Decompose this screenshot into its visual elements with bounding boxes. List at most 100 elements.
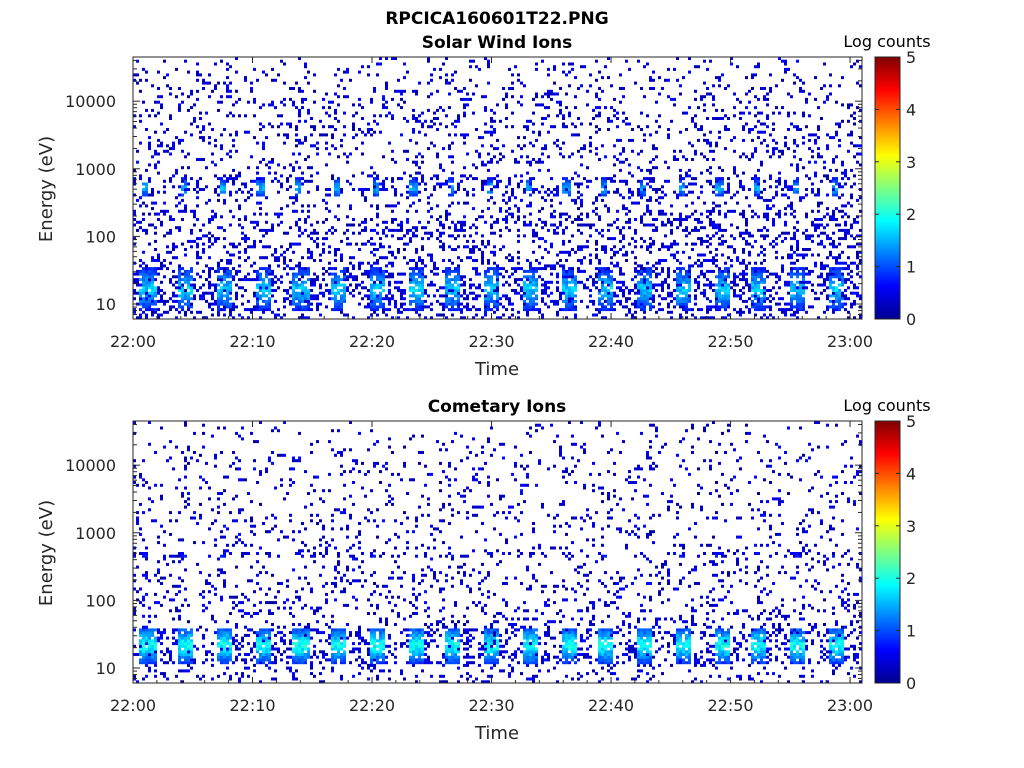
spectrogram-cell (397, 78, 400, 82)
spectrogram-cell (445, 179, 448, 183)
spectrogram-cell (586, 245, 589, 249)
spectrogram-cell (178, 193, 181, 197)
spectrogram-cell (742, 310, 745, 314)
spectrogram-cell (811, 283, 814, 287)
spectrogram-cell (694, 114, 697, 118)
spectrogram-plot-area (133, 57, 862, 319)
spectrogram-cell (793, 215, 796, 219)
spectrogram-cell (796, 128, 799, 131)
spectrogram-cell (424, 226, 427, 230)
spectrogram-cell (481, 316, 484, 319)
spectrogram-cell (394, 160, 397, 164)
spectrogram-cell (202, 136, 205, 140)
spectrogram-cell (700, 97, 703, 101)
spectrogram-cell (436, 299, 439, 303)
spectrogram-cell (685, 278, 688, 282)
spectrogram-cell (454, 299, 457, 303)
spectrogram-cell (724, 125, 727, 129)
spectrogram-cell (637, 297, 640, 301)
spectrogram-cell (619, 228, 622, 232)
spectrogram-cell (139, 196, 142, 200)
spectrogram-cell (571, 198, 574, 202)
spectrogram-cell (220, 297, 223, 301)
spectrogram-cell (568, 269, 571, 273)
spectrogram-cell (556, 289, 559, 292)
spectrogram-cell (310, 308, 313, 312)
spectrogram-cell (568, 250, 571, 254)
spectrogram-cell (472, 305, 475, 309)
spectrogram-cell (277, 190, 280, 194)
spectrogram-cell (667, 95, 670, 99)
spectrogram-cell (226, 305, 229, 309)
spectrogram-cell (226, 280, 229, 284)
spectrogram-cell (391, 149, 394, 153)
spectrogram-cell (331, 280, 334, 284)
spectrogram-cell (151, 108, 154, 112)
spectrogram-cell (604, 286, 607, 290)
spectrogram-cell (385, 275, 388, 279)
spectrogram-cell (133, 177, 136, 181)
spectrogram-cell (418, 275, 421, 279)
spectrogram-cell (616, 226, 619, 230)
spectrogram-cell (496, 302, 499, 306)
spectrogram-cell (319, 253, 322, 257)
spectrogram-cell (670, 223, 673, 227)
spectrogram-cell (730, 234, 733, 238)
spectrogram-cell (790, 272, 793, 276)
spectrogram-cell (526, 310, 529, 314)
spectrogram-cell (334, 250, 337, 254)
spectrogram-cell (634, 245, 637, 249)
spectrogram-cell (661, 220, 664, 224)
spectrogram-cell (694, 302, 697, 306)
spectrogram-cell (520, 147, 523, 151)
spectrogram-cell (232, 242, 235, 246)
spectrogram-cell (472, 111, 475, 115)
spectrogram-cell (154, 130, 157, 134)
spectrogram-cell (763, 212, 766, 216)
spectrogram-cell (484, 305, 487, 309)
spectrogram-cell (490, 226, 493, 230)
spectrogram-cell (460, 302, 463, 306)
spectrogram-cell (289, 245, 292, 249)
spectrogram-cell (145, 267, 148, 271)
spectrogram-cell (679, 193, 682, 197)
spectrogram-cell (499, 179, 502, 183)
spectrogram-cell (304, 97, 307, 101)
spectrogram-cell (751, 269, 754, 273)
spectrogram-cell (388, 204, 391, 208)
spectrogram-cell (691, 212, 694, 216)
spectrogram-cell (292, 289, 295, 292)
spectrogram-cell (346, 67, 349, 71)
spectrogram-cell (244, 76, 247, 80)
spectrogram-cell (292, 280, 295, 284)
spectrogram-cell (595, 207, 598, 211)
spectrogram-cell (808, 138, 811, 142)
spectrogram-cell (721, 73, 724, 77)
spectrogram-cell (607, 223, 610, 227)
spectrogram-cell (307, 302, 310, 306)
spectrogram-cell (448, 144, 451, 148)
spectrogram-cell (334, 215, 337, 219)
spectrogram-cell (148, 308, 151, 312)
spectrogram-cell (133, 291, 136, 295)
spectrogram-cell (643, 223, 646, 227)
spectrogram-cell (136, 81, 139, 85)
spectrogram-cell (463, 283, 466, 287)
spectrogram-cell (235, 198, 238, 202)
spectrogram-cell (682, 305, 685, 309)
spectrogram-cell (262, 291, 265, 295)
spectrogram-cell (370, 97, 373, 101)
spectrogram-cell (181, 218, 184, 221)
spectrogram-cell (673, 155, 676, 159)
spectrogram-cell (337, 67, 340, 71)
spectrogram-cell (202, 291, 205, 295)
spectrogram-cell (139, 220, 142, 224)
spectrogram-cell (271, 294, 274, 298)
spectrogram-cell (610, 248, 613, 251)
spectrogram-cell (400, 193, 403, 197)
spectrogram-cell (514, 160, 517, 164)
spectrogram-cell (517, 239, 520, 243)
spectrogram-cell (568, 280, 571, 284)
spectrogram-cell (784, 182, 787, 186)
spectrogram-cell (775, 256, 778, 260)
